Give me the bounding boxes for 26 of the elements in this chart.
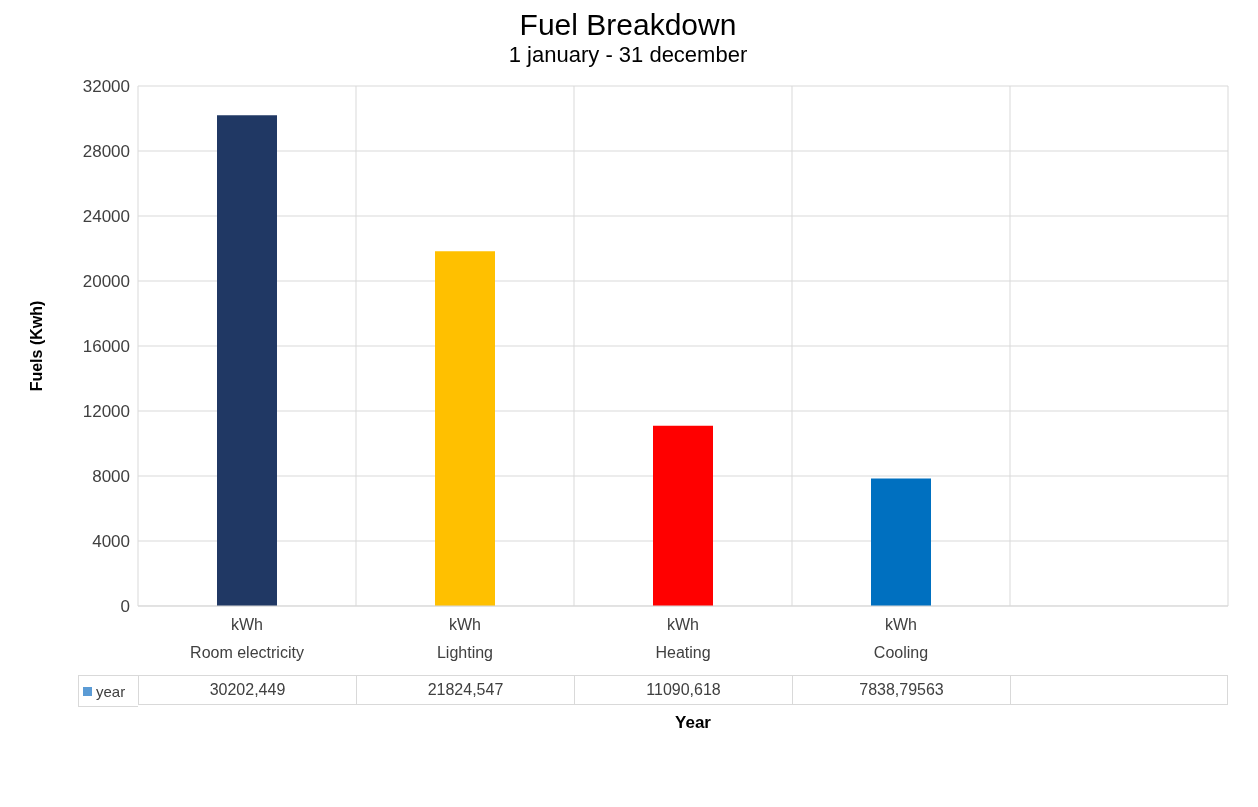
- y-tick-label: 12000: [82, 402, 130, 422]
- y-tick-label: 20000: [82, 272, 130, 292]
- bar: [871, 478, 931, 606]
- bar: [653, 425, 713, 606]
- y-tick-label: 8000: [92, 467, 130, 487]
- x-tick-label: kWh Room electricity: [190, 616, 304, 661]
- data-label: 11090,618: [574, 675, 792, 705]
- chart-subtitle: 1 january - 31 december: [507, 42, 749, 68]
- data-label: 21824,547: [356, 675, 574, 705]
- data-label: 7838,79563: [792, 675, 1010, 705]
- y-tick-label: 28000: [82, 142, 130, 162]
- y-tick-label: 24000: [82, 207, 130, 227]
- y-tick-label: 4000: [92, 532, 130, 552]
- x-tick-label: kWh Cooling: [873, 616, 929, 661]
- x-tick-label: kWh Heating: [655, 616, 711, 661]
- data-label: 30202,449: [138, 675, 356, 705]
- y-tick-label: 0: [120, 597, 130, 617]
- y-axis-title: Fuels (Kwh): [27, 300, 45, 392]
- bar: [435, 251, 495, 606]
- x-axis-title: Year: [674, 713, 712, 733]
- bar: [217, 115, 277, 606]
- y-tick-label: 32000: [82, 77, 130, 97]
- x-tick-label: kWh Lighting: [436, 616, 494, 661]
- text: year: [78, 675, 138, 707]
- y-tick-label: 16000: [82, 337, 130, 357]
- chart-title: Fuel Breakdown: [518, 8, 738, 42]
